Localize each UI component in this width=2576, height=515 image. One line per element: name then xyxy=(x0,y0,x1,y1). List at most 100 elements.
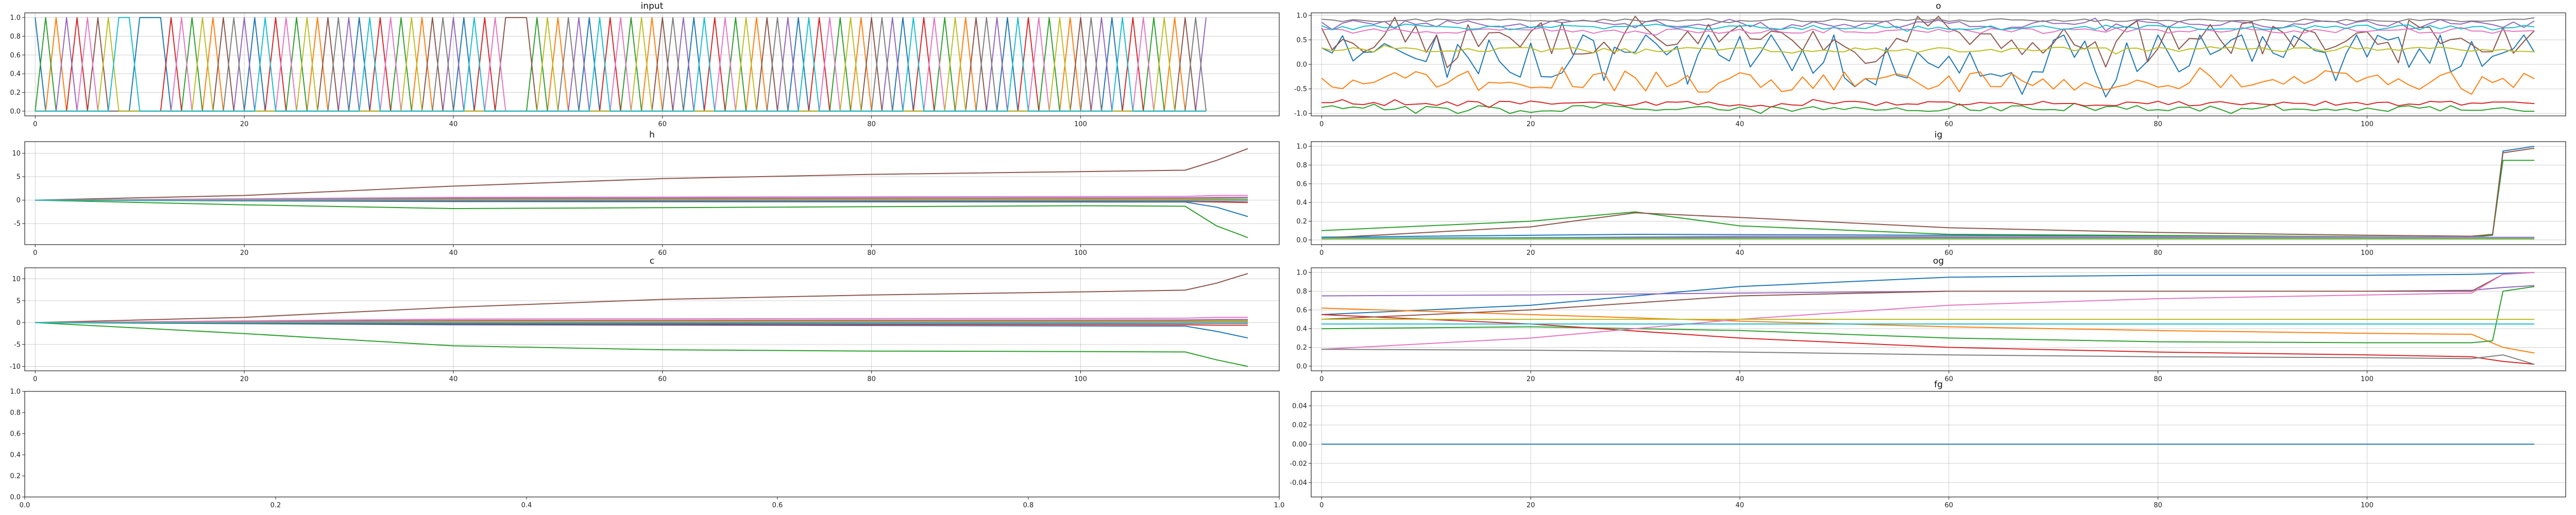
x-tick-label-c-4: 80 xyxy=(867,375,876,383)
x-tick-label-o-5: 100 xyxy=(2361,121,2374,128)
panel-fg: 0 20 40 60 80 100 -0.04 -0.02 0.00 0.02 0.04 fg xyxy=(1290,380,2566,509)
panel-title-c: c xyxy=(650,256,654,266)
axes-frame-og xyxy=(1311,267,2566,371)
y-tick-label-o-2: 0.0 xyxy=(1296,61,1307,69)
x-tick-label-fg-2: 40 xyxy=(1736,502,1744,509)
series-line-c-2 xyxy=(35,322,1248,367)
series-line-og-1 xyxy=(1321,307,2535,354)
x-tick-label-og-4: 80 xyxy=(2154,375,2162,383)
y-tick-label-ig-0: 0.0 xyxy=(1296,236,1307,244)
x-tick-label-empty-2: 0.4 xyxy=(521,502,532,509)
y-tick-label-og-3: 0.6 xyxy=(1296,306,1307,314)
y-tick-label-empty-2: 0.4 xyxy=(10,452,21,459)
x-tick-label-fg-3: 60 xyxy=(1945,502,1954,509)
series-line-o-2 xyxy=(1321,102,2535,114)
x-tick-label-h-5: 100 xyxy=(1074,249,1087,257)
y-tick-label-input-3: 0.6 xyxy=(10,52,21,59)
series-group-og xyxy=(1321,272,2535,365)
y-tick-label-empty-1: 0.2 xyxy=(10,473,21,480)
x-tick-label-c-5: 100 xyxy=(1074,375,1087,383)
y-tick-label-c-4: 10 xyxy=(12,276,21,283)
series-line-og-7 xyxy=(1321,349,2535,365)
series-line-o-0 xyxy=(1321,34,2535,98)
x-tick-label-input-1: 20 xyxy=(240,121,249,128)
x-tick-label-c-0: 0 xyxy=(33,375,37,383)
x-tick-label-og-5: 100 xyxy=(2361,375,2374,383)
y-tick-label-o-0: -1.0 xyxy=(1294,110,1307,118)
panel-title-og: og xyxy=(1933,256,1944,266)
x-tick-label-input-4: 80 xyxy=(867,121,876,128)
y-tick-label-ig-3: 0.6 xyxy=(1296,180,1307,188)
series-line-o-1 xyxy=(1321,66,2535,95)
x-tick-label-empty-3: 0.6 xyxy=(772,502,783,509)
y-tick-label-fg-1: -0.02 xyxy=(1290,460,1307,468)
series-line-h-2 xyxy=(35,199,1248,238)
series-line-ig-5 xyxy=(1321,147,2535,239)
x-tick-label-og-3: 60 xyxy=(1945,375,1954,383)
x-tick-label-empty-4: 0.8 xyxy=(1023,502,1034,509)
y-tick-label-c-2: 0 xyxy=(16,319,21,327)
panel-c: 0 20 40 60 80 100 -10 -5 0 5 10 c xyxy=(10,256,1280,383)
panel-title-h: h xyxy=(649,130,655,140)
series-line-h-5 xyxy=(35,148,1248,201)
y-tick-label-input-5: 1.0 xyxy=(10,14,21,22)
series-line-og-3 xyxy=(1321,314,2535,365)
y-tick-label-empty-5: 1.0 xyxy=(10,388,21,396)
x-tick-label-empty-0: 0.0 xyxy=(20,502,30,509)
series-line-og-6 xyxy=(1321,272,2535,350)
series-line-o-8 xyxy=(1321,45,2535,55)
x-tick-label-input-0: 0 xyxy=(33,121,37,128)
y-tick-label-h-3: 10 xyxy=(12,150,21,158)
y-tick-label-empty-4: 0.8 xyxy=(10,409,21,417)
x-tick-label-og-0: 0 xyxy=(1319,375,1324,383)
y-tick-label-input-1: 0.2 xyxy=(10,89,21,97)
x-tick-label-input-2: 40 xyxy=(449,121,458,128)
series-line-h-6 xyxy=(35,195,1248,201)
x-tick-label-ig-1: 20 xyxy=(1527,249,1535,257)
panel-title-ig: ig xyxy=(1935,130,1943,140)
series-line-o-3 xyxy=(1321,99,2535,108)
x-tick-label-empty-5: 1.0 xyxy=(1274,502,1285,509)
series-line-c-0 xyxy=(35,322,1248,339)
series-group-o xyxy=(1321,15,2535,114)
x-tick-label-ig-3: 60 xyxy=(1945,249,1954,257)
y-tick-label-fg-3: 0.02 xyxy=(1292,422,1307,430)
x-tick-label-h-1: 20 xyxy=(240,249,249,257)
x-tick-label-ig-2: 40 xyxy=(1736,249,1744,257)
y-tick-label-ig-2: 0.4 xyxy=(1296,199,1307,207)
y-tick-label-fg-4: 0.04 xyxy=(1292,402,1307,410)
x-tick-label-og-1: 20 xyxy=(1527,375,1535,383)
y-tick-label-input-2: 0.4 xyxy=(10,71,21,78)
x-tick-label-fg-4: 80 xyxy=(2154,502,2162,509)
panel-title-fg: fg xyxy=(1934,380,1943,390)
y-tick-label-h-1: 0 xyxy=(16,197,21,204)
y-tick-label-fg-0: -0.04 xyxy=(1290,479,1307,487)
x-tick-label-o-4: 80 xyxy=(2154,121,2162,128)
series-line-o-5 xyxy=(1321,15,2535,68)
panel-h: 0 20 40 60 80 100 -5 0 5 10 h xyxy=(12,130,1280,257)
x-tick-label-ig-0: 0 xyxy=(1319,249,1324,257)
y-tick-label-c-0: -10 xyxy=(10,363,21,371)
series-line-c-9 xyxy=(35,321,1248,323)
axes-frame-h xyxy=(24,141,1280,245)
y-tick-label-o-3: 0.5 xyxy=(1296,37,1307,44)
y-tick-label-c-1: -5 xyxy=(14,341,21,349)
series-line-o-6 xyxy=(1321,26,2535,36)
y-tick-label-og-5: 1.0 xyxy=(1296,269,1307,277)
panel-input: 0 20 40 60 80 100 0.0 0.2 0.4 0.6 0.8 1.0 input xyxy=(10,1,1280,128)
x-tick-label-c-2: 40 xyxy=(449,375,458,383)
panel-title-input: input xyxy=(641,1,664,11)
y-tick-label-h-0: -5 xyxy=(14,220,21,228)
y-tick-label-og-1: 0.2 xyxy=(1296,344,1307,352)
x-tick-label-h-2: 40 xyxy=(449,249,458,257)
y-tick-label-ig-5: 1.0 xyxy=(1296,143,1307,151)
x-tick-label-o-0: 0 xyxy=(1319,121,1324,128)
y-tick-label-ig-4: 0.8 xyxy=(1296,162,1307,169)
series-group-input xyxy=(35,17,1207,112)
panel-title-o: o xyxy=(1936,1,1941,11)
series-line-og-5 xyxy=(1321,272,2535,320)
y-tick-label-input-0: 0.0 xyxy=(10,108,21,115)
y-tick-label-c-3: 5 xyxy=(16,297,21,305)
y-tick-label-og-0: 0.0 xyxy=(1296,363,1307,370)
x-tick-label-ig-4: 80 xyxy=(2154,249,2162,257)
